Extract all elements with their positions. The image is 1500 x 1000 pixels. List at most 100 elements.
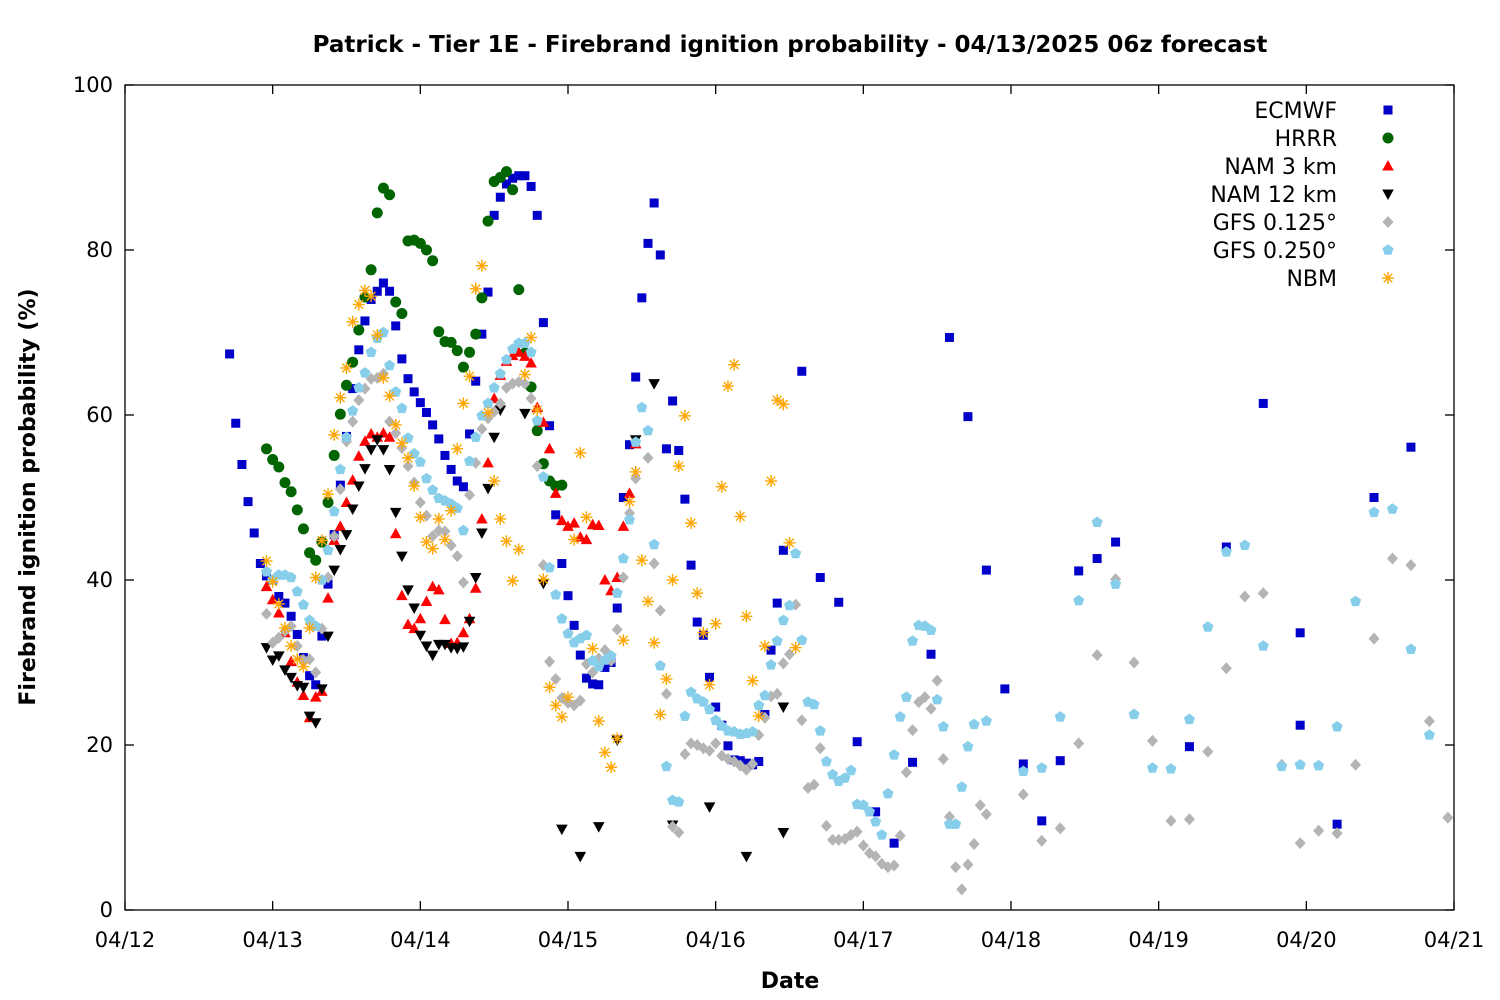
data-point bbox=[655, 250, 665, 260]
data-point bbox=[328, 449, 340, 461]
x-axis: 04/12 04/13 04/14 04/15 04/16 04/17 04/18 04/19… bbox=[95, 85, 1485, 952]
data-point bbox=[396, 308, 408, 320]
data-point bbox=[360, 316, 370, 326]
data-point bbox=[347, 415, 359, 428]
legend-label: HRRR bbox=[1275, 127, 1337, 152]
data-point bbox=[273, 607, 285, 618]
data-point bbox=[457, 576, 469, 589]
data-point bbox=[531, 404, 544, 417]
data-point bbox=[1386, 503, 1398, 514]
data-point bbox=[845, 764, 857, 776]
x-tick-label: 04/13 bbox=[242, 928, 303, 952]
data-point bbox=[396, 551, 408, 563]
data-point bbox=[408, 479, 421, 492]
data-point bbox=[753, 699, 765, 711]
data-point bbox=[772, 598, 782, 608]
data-point bbox=[371, 207, 383, 219]
data-point bbox=[334, 391, 347, 404]
data-point bbox=[322, 496, 334, 508]
data-point bbox=[1000, 684, 1010, 694]
data-point bbox=[1276, 760, 1288, 772]
data-point bbox=[889, 838, 899, 848]
data-point bbox=[1202, 745, 1214, 758]
data-point bbox=[771, 687, 783, 700]
data-point bbox=[451, 550, 463, 563]
data-point bbox=[489, 210, 499, 220]
data-point bbox=[857, 799, 869, 810]
data-point bbox=[1220, 546, 1232, 557]
series-nam-3-km bbox=[260, 346, 642, 723]
data-point bbox=[397, 354, 407, 364]
data-point bbox=[796, 714, 808, 727]
data-point bbox=[1294, 837, 1306, 850]
data-point bbox=[907, 635, 919, 646]
data-point bbox=[1092, 554, 1102, 564]
data-point bbox=[635, 554, 648, 567]
data-point bbox=[426, 542, 439, 555]
data-point bbox=[274, 592, 284, 601]
data-point bbox=[580, 533, 593, 545]
data-point bbox=[777, 398, 790, 411]
data-point bbox=[402, 585, 414, 596]
data-point bbox=[956, 781, 968, 792]
data-point bbox=[506, 574, 519, 587]
data-point bbox=[488, 432, 500, 444]
data-point bbox=[562, 520, 574, 531]
data-point bbox=[475, 259, 488, 272]
data-point bbox=[383, 390, 396, 403]
data-point bbox=[703, 678, 716, 691]
x-axis-label: Date bbox=[761, 969, 820, 994]
data-point bbox=[470, 431, 482, 442]
data-point bbox=[1202, 621, 1214, 632]
data-point bbox=[1405, 559, 1417, 572]
data-point bbox=[427, 255, 439, 267]
data-point bbox=[1128, 656, 1140, 669]
data-point bbox=[445, 336, 457, 348]
data-point bbox=[532, 210, 542, 220]
data-point bbox=[420, 641, 433, 652]
data-point bbox=[1183, 813, 1195, 826]
data-point bbox=[341, 379, 352, 391]
series-gfs-0-125 bbox=[261, 367, 1454, 896]
data-point bbox=[378, 278, 388, 288]
data-point bbox=[797, 366, 807, 376]
data-point bbox=[383, 431, 396, 442]
data-point bbox=[231, 418, 241, 428]
data-point bbox=[1036, 762, 1048, 773]
data-point bbox=[550, 673, 562, 685]
data-point bbox=[494, 367, 506, 379]
data-point bbox=[260, 643, 273, 654]
data-point bbox=[617, 634, 630, 647]
data-point bbox=[457, 642, 470, 653]
data-point bbox=[721, 380, 734, 393]
data-point bbox=[549, 699, 562, 712]
data-point bbox=[291, 653, 304, 666]
data-point bbox=[1183, 713, 1195, 725]
data-point bbox=[599, 574, 611, 585]
data-point bbox=[642, 424, 654, 436]
data-point bbox=[925, 624, 937, 636]
data-point bbox=[900, 691, 912, 702]
data-point bbox=[261, 565, 273, 577]
data-point bbox=[654, 708, 667, 721]
data-point bbox=[598, 746, 611, 759]
data-point bbox=[625, 440, 635, 450]
data-point bbox=[512, 346, 525, 357]
data-point bbox=[851, 825, 863, 838]
data-point bbox=[309, 691, 322, 702]
data-point bbox=[611, 623, 623, 636]
data-point bbox=[668, 396, 678, 406]
data-point bbox=[568, 517, 580, 528]
data-point bbox=[734, 510, 747, 523]
data-point bbox=[1184, 742, 1194, 752]
data-point bbox=[592, 822, 605, 833]
data-point bbox=[642, 451, 654, 464]
data-point bbox=[414, 511, 427, 524]
data-point bbox=[291, 585, 303, 597]
data-point bbox=[334, 463, 346, 475]
data-point bbox=[771, 635, 783, 646]
data-point bbox=[1295, 720, 1305, 730]
data-point bbox=[477, 329, 487, 339]
y-tick-label: 80 bbox=[86, 238, 113, 262]
x-tick-label: 04/21 bbox=[1424, 928, 1485, 952]
